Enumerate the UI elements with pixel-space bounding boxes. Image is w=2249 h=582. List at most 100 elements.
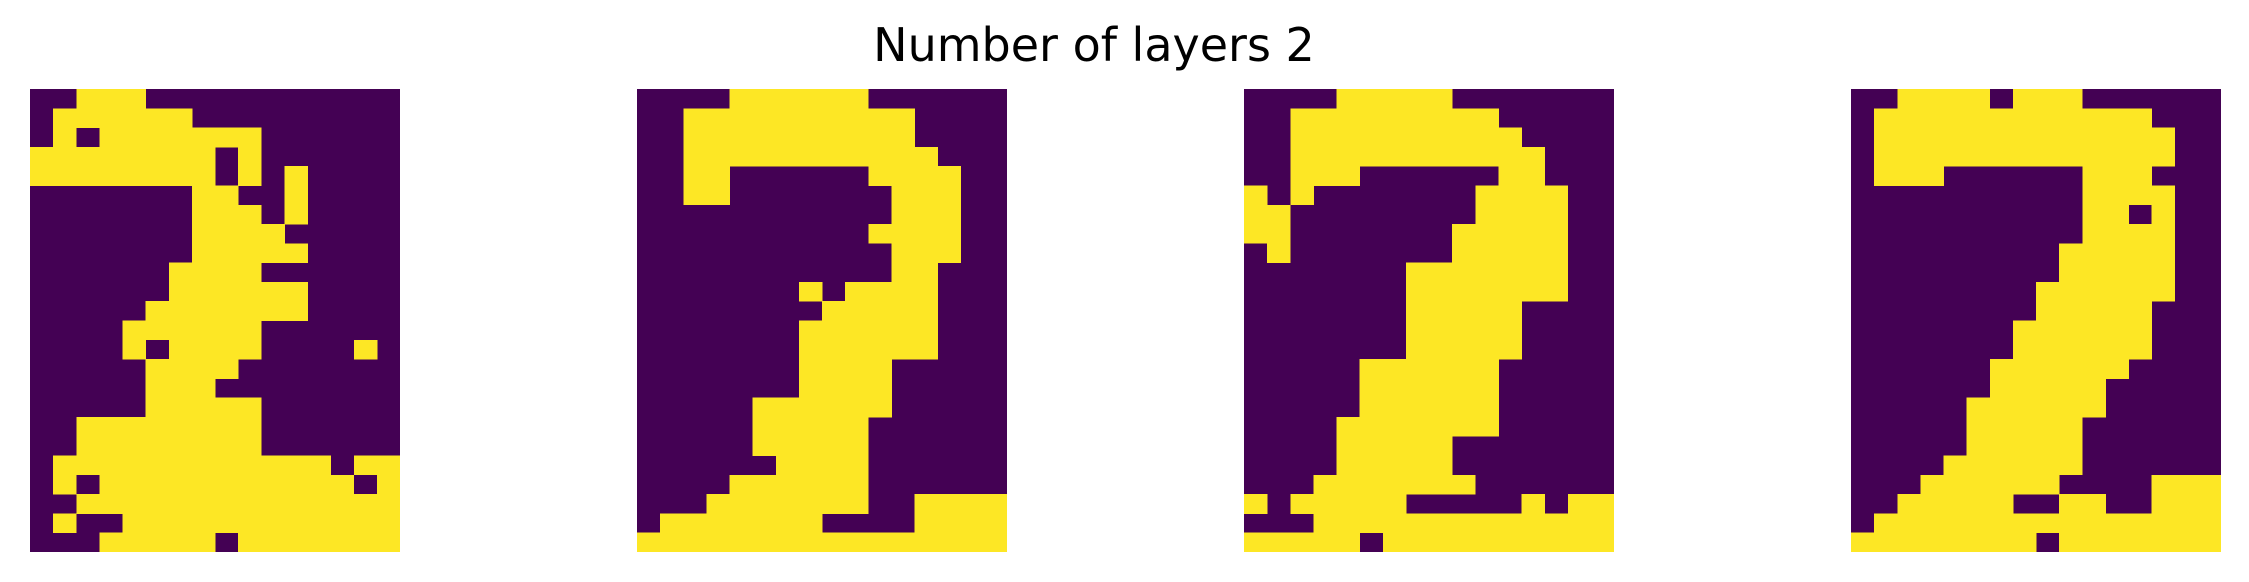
heatmap-cell <box>1521 532 1546 552</box>
heatmap-cell <box>2012 359 2037 379</box>
heatmap-cell <box>2059 262 2083 283</box>
heatmap-cell <box>215 416 239 437</box>
heatmap-cell <box>914 532 939 552</box>
heatmap-cell <box>845 320 869 341</box>
heatmap-cell <box>2105 224 2129 244</box>
heatmap-cell <box>1382 532 1407 552</box>
heatmap-cell <box>2059 243 2083 264</box>
heatmap-cell <box>845 416 869 437</box>
heatmap-cell <box>2082 127 2106 148</box>
heatmap-cell <box>845 532 869 552</box>
heatmap-cell <box>76 494 100 514</box>
heatmap-cell <box>2012 474 2037 495</box>
heatmap-cell <box>868 146 892 167</box>
heatmap-cell <box>2059 301 2083 321</box>
heatmap-cell <box>2036 146 2060 167</box>
heatmap-cell <box>1452 532 1476 552</box>
heatmap-cell <box>376 513 400 534</box>
heatmap-cell <box>1244 204 1268 225</box>
heatmap-cell <box>168 397 193 418</box>
heatmap-cell <box>99 455 123 476</box>
heatmap-cell <box>1290 185 1314 206</box>
heatmap-cell <box>122 127 147 148</box>
heatmap-cell <box>284 166 308 186</box>
heatmap-cell <box>2128 127 2153 148</box>
heatmap-cell <box>168 513 193 534</box>
heatmap-cell <box>868 359 892 379</box>
heatmap-cell <box>122 146 147 167</box>
heatmap-cell <box>1244 494 1268 514</box>
heatmap-cell <box>1336 494 1361 514</box>
heatmap-cell <box>2105 320 2129 341</box>
heatmap-cell <box>1966 127 1991 148</box>
heatmap-cell <box>168 455 193 476</box>
heatmap-cell <box>891 224 915 244</box>
heatmap-cell <box>215 204 239 225</box>
heatmap-cell <box>1966 108 1991 128</box>
heatmap-cell <box>983 494 1007 514</box>
heatmap-cell <box>2128 262 2153 283</box>
heatmap-cell <box>1359 108 1384 128</box>
heatmap-cell <box>752 397 777 418</box>
heatmap-cell <box>683 185 707 206</box>
heatmap-cell <box>1989 474 2014 495</box>
heatmap-cell <box>2105 185 2129 206</box>
heatmap-cell <box>1405 281 1430 302</box>
heatmap-cell <box>1452 513 1476 534</box>
heatmap-cell <box>1897 108 1921 128</box>
heatmap-cell <box>845 89 869 109</box>
heatmap-cell <box>868 301 892 321</box>
heatmap-cell <box>2012 108 2037 128</box>
heatmap-cell <box>2059 513 2083 534</box>
heatmap-cell <box>2059 146 2083 167</box>
heatmap-cell <box>937 513 962 534</box>
heatmap-cell <box>914 262 939 283</box>
heatmap-cell <box>891 127 915 148</box>
heatmap-cell <box>1498 204 1522 225</box>
heatmap-cell <box>330 513 355 534</box>
heatmap-cell <box>1567 532 1592 552</box>
heatmap-cell <box>145 474 170 495</box>
heatmap-cell <box>1452 262 1476 283</box>
heatmap-cell <box>2012 532 2037 552</box>
heatmap-cell <box>891 204 915 225</box>
heatmap-cell <box>1966 416 1991 437</box>
heatmap-cell <box>729 146 754 167</box>
heatmap-cell <box>1452 301 1476 321</box>
heatmap-cell <box>1475 281 1499 302</box>
heatmap-cell <box>307 532 332 552</box>
heatmap-cell <box>2036 455 2060 476</box>
heatmap-cell <box>1521 185 1546 206</box>
heatmap-cell <box>168 474 193 495</box>
heatmap-cell <box>261 224 285 244</box>
heatmap-cell <box>1521 281 1546 302</box>
heatmap-cell <box>798 532 823 552</box>
heatmap-cell <box>1313 513 1337 534</box>
heatmap-cell <box>1405 513 1430 534</box>
heatmap-cell <box>2059 532 2083 552</box>
heatmap-cell <box>798 436 823 456</box>
heatmap-cell <box>2151 513 2176 534</box>
heatmap-cell <box>845 301 869 321</box>
heatmap-cell <box>845 436 869 456</box>
heatmap-cell <box>1989 455 2014 476</box>
heatmap-cell <box>1897 127 1921 148</box>
heatmap-cell <box>2128 146 2153 167</box>
heatmap-cell <box>330 494 355 514</box>
heatmap-cell <box>122 474 147 495</box>
heatmap-cell <box>1452 224 1476 244</box>
heatmap-cell <box>1989 494 2014 514</box>
heatmap-cell <box>1943 89 1968 109</box>
heatmap-cell <box>868 339 892 360</box>
heatmap-cell <box>215 436 239 456</box>
heatmap-cell <box>891 532 915 552</box>
heatmap-cell <box>2174 494 2199 514</box>
heatmap-cell <box>330 532 355 552</box>
heatmap-cell <box>1544 243 1569 264</box>
heatmap-cell <box>1897 166 1921 186</box>
heatmap-cell <box>1544 532 1569 552</box>
heatmap-cell <box>2128 320 2153 341</box>
heatmap-cell <box>960 513 985 534</box>
heatmap-cell <box>99 146 123 167</box>
heatmap-cell <box>76 166 100 186</box>
